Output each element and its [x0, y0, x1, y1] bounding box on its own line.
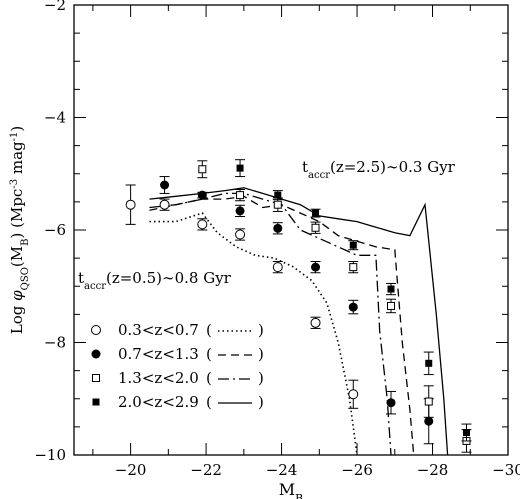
data-point-series-2 — [387, 301, 396, 310]
y-tick-label: −8 — [44, 334, 66, 352]
model-line-0 — [149, 212, 358, 456]
data-point-series-2 — [349, 263, 358, 272]
legend-paren-open: ( — [206, 393, 212, 411]
data-point-series-0 — [310, 317, 321, 328]
data-point-series-0 — [235, 229, 246, 240]
x-tick-label: −22 — [190, 461, 222, 479]
legend-label-3: 2.0<z<2.9 — [118, 393, 199, 411]
data-point-series-3 — [312, 209, 320, 217]
data-point-series-3 — [387, 285, 395, 293]
data-point-series-2 — [273, 200, 282, 209]
x-tick-label: −28 — [417, 461, 449, 479]
x-tick-label: −24 — [266, 461, 298, 479]
data-point-series-1 — [160, 180, 170, 190]
legend-paren-close: ) — [258, 321, 264, 339]
y-tick-label: −6 — [44, 221, 66, 239]
model-line-3 — [149, 187, 449, 456]
legend-paren-open: ( — [206, 369, 212, 387]
data-points — [125, 159, 472, 453]
chart-annotations: taccr(z=2.5)∼0.3 Gyr taccr(z=0.5)∼0.8 Gy… — [78, 158, 456, 292]
legend-label-2: 1.3<z<2.0 — [118, 369, 199, 387]
legend-marker-0 — [91, 325, 101, 335]
data-point-series-1 — [424, 416, 434, 426]
y-axis-label: Log φQSO(MB) (Mpc-3 mag-1) — [8, 126, 31, 334]
y-tick-label: −10 — [34, 446, 66, 464]
data-point-series-0 — [159, 199, 170, 210]
legend-marker-1 — [91, 349, 101, 359]
x-axis-label: MB — [279, 480, 303, 499]
legend-marker-3 — [92, 398, 100, 406]
data-point-series-1 — [311, 262, 321, 272]
x-tick-label: −30 — [492, 461, 520, 479]
legend-paren-close: ) — [258, 369, 264, 387]
data-point-series-3 — [349, 241, 357, 249]
data-point-series-3 — [236, 164, 244, 172]
data-point-series-3 — [274, 191, 282, 199]
data-point-series-0 — [125, 199, 136, 210]
y-tick-label: −4 — [44, 109, 66, 127]
axis-labels: MB Log φQSO(MB) (Mpc-3 mag-1) — [8, 126, 303, 499]
y-tick-label: −2 — [44, 0, 66, 14]
data-point-series-2 — [236, 191, 245, 200]
legend-label-0: 0.3<z<0.7 — [118, 321, 199, 339]
data-point-series-2 — [424, 397, 433, 406]
legend-paren-close: ) — [258, 345, 264, 363]
legend-marker-2 — [92, 374, 100, 382]
model-curves — [149, 187, 449, 456]
data-point-series-3 — [462, 429, 470, 436]
legend-paren-open: ( — [206, 345, 212, 363]
data-point-series-0 — [272, 262, 283, 273]
model-line-2 — [149, 192, 392, 456]
legend-label-1: 0.7<z<1.3 — [118, 345, 199, 363]
data-point-series-1 — [386, 398, 396, 408]
legend-paren-open: ( — [206, 321, 212, 339]
axis-ticks: −20 −22 −24 −26 −28 −30 −10 −8 −6 −4 −2 — [34, 0, 520, 479]
chart-legend: 0.3<z<0.7 () 0.7<z<1.3 () 1.3<z<2.0 () 2.0<z<2… — [91, 321, 264, 411]
data-point-series-0 — [197, 219, 208, 230]
data-point-series-0 — [348, 389, 359, 400]
x-tick-label: −26 — [341, 461, 373, 479]
data-point-series-1 — [197, 190, 207, 200]
data-point-series-1 — [235, 206, 245, 216]
x-tick-label: −20 — [115, 461, 147, 479]
data-point-series-1 — [348, 302, 358, 312]
data-point-series-2 — [198, 165, 207, 174]
data-point-series-1 — [273, 223, 283, 233]
model-line-1 — [149, 195, 415, 456]
legend-paren-close: ) — [258, 393, 264, 411]
data-point-series-3 — [425, 359, 433, 367]
data-point-series-2 — [311, 223, 320, 232]
annotation-high-z: taccr(z=2.5)∼0.3 Gyr — [302, 158, 456, 181]
annotation-low-z: taccr(z=0.5)∼0.8 Gyr — [78, 269, 232, 292]
